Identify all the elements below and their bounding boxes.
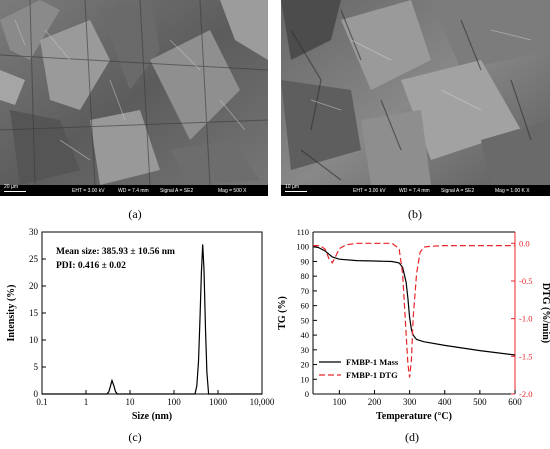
- sem-scale-label-b: 10 µm: [285, 184, 299, 190]
- x-tick-label-d: 400: [438, 397, 452, 407]
- x-tick-label-d: 100: [333, 397, 347, 407]
- legend-label-d: FMBP-1 DTG: [346, 370, 398, 380]
- scale-bar-a: [4, 191, 26, 192]
- x-tick-label-c: 10: [126, 397, 136, 407]
- sem-image-b: 10 µm EHT = 3.00 kV WD = 7.4 mm Signal A…: [281, 0, 550, 196]
- y-tick-label-c: 10: [29, 335, 39, 345]
- caption-d: (d): [405, 430, 419, 444]
- sem-info-bar-a: 20 µm EHT = 3.00 kV WD = 7.4 mm Signal A…: [0, 184, 268, 196]
- x-tick-label-c: 1000: [209, 397, 228, 407]
- x-tick-label-d: 500: [473, 397, 487, 407]
- x-tick-label-c: 100: [167, 397, 181, 407]
- sem-eht-a: EHT = 3.00 kV: [72, 188, 105, 194]
- y-tick-label-c: 30: [29, 227, 39, 237]
- y2-tick-label-d: -0.5: [519, 276, 532, 286]
- tg-dtg-chart: 100 200 300 400 500 600 0 10 20 30 40 50 60 70 80 90 100…: [277, 227, 550, 422]
- y-tick-label-d: 90: [301, 256, 310, 266]
- sem-mag-a: Mag = 500 X: [218, 188, 247, 194]
- x-axis-label-c: Size (nm): [132, 411, 172, 422]
- caption-c: (c): [128, 430, 142, 444]
- legend-label-d: FMBP-1 Mass: [346, 357, 399, 367]
- y-axis-label-c: Intensity (%): [6, 285, 17, 342]
- x-tick-label-c: 0.1: [36, 397, 47, 407]
- sem-wd-b: WD = 7.4 mm: [399, 188, 430, 194]
- y-tick-label-c: 0: [34, 389, 39, 399]
- y-tick-label-c: 25: [29, 254, 39, 264]
- scale-bar-b: [285, 191, 307, 192]
- y-tick-label-d: 40: [301, 330, 310, 340]
- x-tick-label-c: 1: [84, 397, 89, 407]
- caption-a: (a): [128, 207, 142, 221]
- sem-info-bar-b: 10 µm EHT = 3.00 kV WD = 7.4 mm Signal A…: [281, 184, 550, 196]
- y-tick-label-d: 20: [301, 360, 310, 370]
- y2-axis-label-d: DTG (%/min): [540, 283, 550, 343]
- y-tick-label-c: 20: [29, 281, 39, 291]
- y2-tick-label-d: -1.0: [519, 314, 532, 324]
- y-tick-label-d: 10: [301, 374, 310, 384]
- dtg-line: [313, 242, 515, 378]
- size-distribution-chart: 0.1 1 10 100 1000 10,000 0 5 10 15 20 25 30 Mean size…: [6, 227, 275, 422]
- size-distribution-line: [42, 244, 262, 395]
- annotation-c: Mean size: 385.93 ± 10.56 nm: [56, 247, 175, 257]
- y-tick-label-d: 80: [301, 271, 310, 281]
- y-tick-label-d: 60: [301, 301, 310, 311]
- caption-b: (b): [408, 207, 422, 221]
- sem-texture-a: [0, 0, 268, 196]
- y-tick-label-c: 15: [29, 308, 39, 318]
- annotation-c: PDI: 0.416 ± 0.02: [56, 261, 126, 271]
- sem-mag-b: Mag = 1.00 K X: [495, 188, 530, 194]
- y-axis-label-d: TG (%): [277, 296, 288, 330]
- sem-signal-b: Signal A = SE2: [441, 188, 475, 194]
- sem-eht-b: EHT = 3.00 kV: [353, 188, 386, 194]
- sem-texture-b: [281, 0, 550, 196]
- x-tick-label-d: 300: [403, 397, 417, 407]
- y-tick-label-d: 0: [305, 389, 309, 399]
- y2-tick-label-d: 0.0: [519, 238, 530, 248]
- y-tick-label-d: 50: [301, 315, 310, 325]
- y-tick-label-d: 70: [301, 286, 310, 296]
- y-tick-label-d: 110: [297, 227, 309, 237]
- sem-signal-a: Signal A = SE2: [160, 188, 194, 194]
- y-tick-label-d: 30: [301, 345, 310, 355]
- sem-image-a: 20 µm EHT = 3.00 kV WD = 7.4 mm Signal A…: [0, 0, 268, 196]
- sem-wd-a: WD = 7.4 mm: [118, 188, 149, 194]
- y-tick-label-c: 5: [34, 362, 39, 372]
- y-tick-label-d: 100: [296, 242, 309, 252]
- x-tick-label-d: 600: [508, 397, 522, 407]
- y2-tick-label-d: -1.5: [519, 351, 532, 361]
- tg-mass-line: [312, 246, 516, 356]
- x-axis-label-d: Temperature (°C): [376, 411, 452, 422]
- x-tick-label-c: 10,000: [250, 397, 275, 407]
- sem-scale-label-a: 20 µm: [4, 184, 18, 190]
- x-tick-label-d: 200: [368, 397, 382, 407]
- y2-tick-label-d: -2.0: [519, 389, 532, 399]
